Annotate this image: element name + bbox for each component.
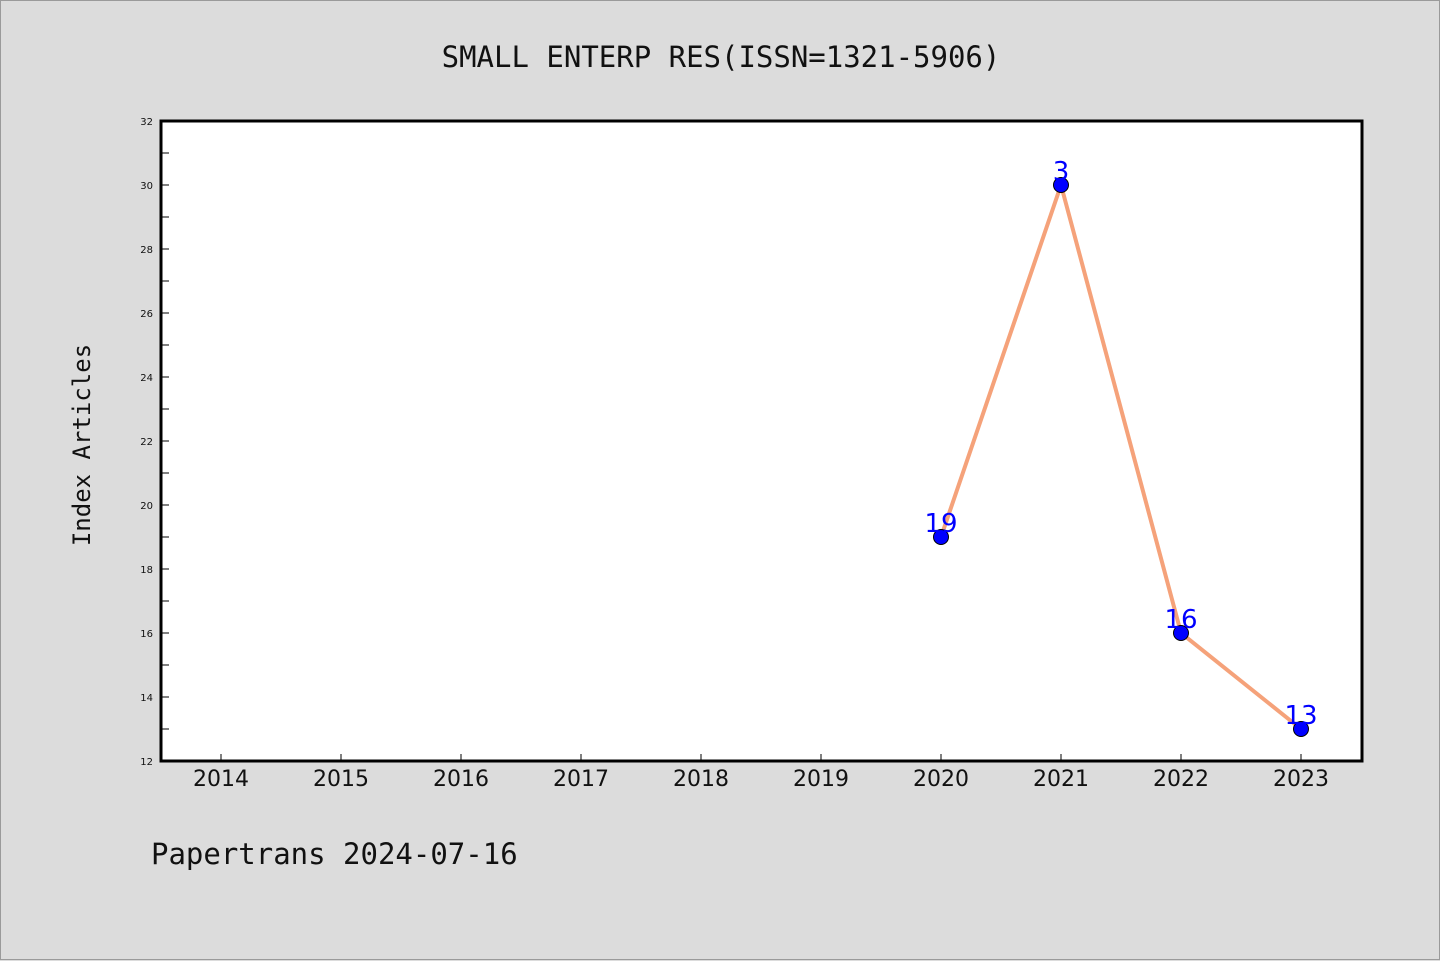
y-axis-ticks: 12 14 16 18 20 22 24 26 28 30 32	[140, 117, 169, 768]
y-tick-label: 30	[140, 181, 153, 192]
y-tick-label: 32	[140, 117, 153, 128]
data-point-marker	[1293, 721, 1309, 737]
x-tick-label: 2020	[913, 767, 969, 792]
y-axis-label: Index Articles	[68, 344, 96, 546]
plot-area	[159, 119, 1364, 763]
x-tick-label: 2015	[313, 767, 369, 792]
data-point-marker	[1173, 625, 1189, 641]
data-point-label: 16	[1164, 605, 1197, 635]
data-point-label: 19	[924, 509, 957, 539]
y-tick-label: 20	[140, 501, 153, 512]
x-tick-label: 2014	[193, 767, 249, 792]
x-tick-label: 2017	[553, 767, 609, 792]
y-tick-label: 12	[140, 757, 153, 768]
chart-title: SMALL ENTERP RES(ISSN=1321-5906)	[442, 40, 1001, 74]
y-tick-label: 26	[140, 309, 153, 320]
y-tick-label: 22	[140, 437, 153, 448]
y-tick-label: 14	[140, 693, 153, 704]
y-tick-label: 28	[140, 245, 153, 256]
y-tick-label: 16	[140, 629, 153, 640]
y-tick-label: 24	[140, 373, 153, 384]
x-axis-ticks: 2014 2015 2016 2017 2018 2019 2020 2021 2022 2023	[193, 754, 1329, 792]
data-point-label: 3	[1053, 157, 1070, 187]
x-tick-label: 2018	[673, 767, 729, 792]
data-point-label: 13	[1284, 701, 1317, 731]
data-point-marker	[1053, 177, 1069, 193]
data-series: 19 3 16 13	[924, 157, 1318, 737]
footer-credit: Papertrans 2024-07-16	[151, 837, 518, 871]
y-tick-label: 18	[140, 565, 153, 576]
data-point-marker	[933, 529, 949, 545]
x-tick-label: 2022	[1153, 767, 1209, 792]
x-tick-label: 2023	[1273, 767, 1329, 792]
series-line	[939, 183, 1303, 731]
x-tick-label: 2016	[433, 767, 489, 792]
x-tick-label: 2021	[1033, 767, 1089, 792]
x-tick-label: 2019	[793, 767, 849, 792]
